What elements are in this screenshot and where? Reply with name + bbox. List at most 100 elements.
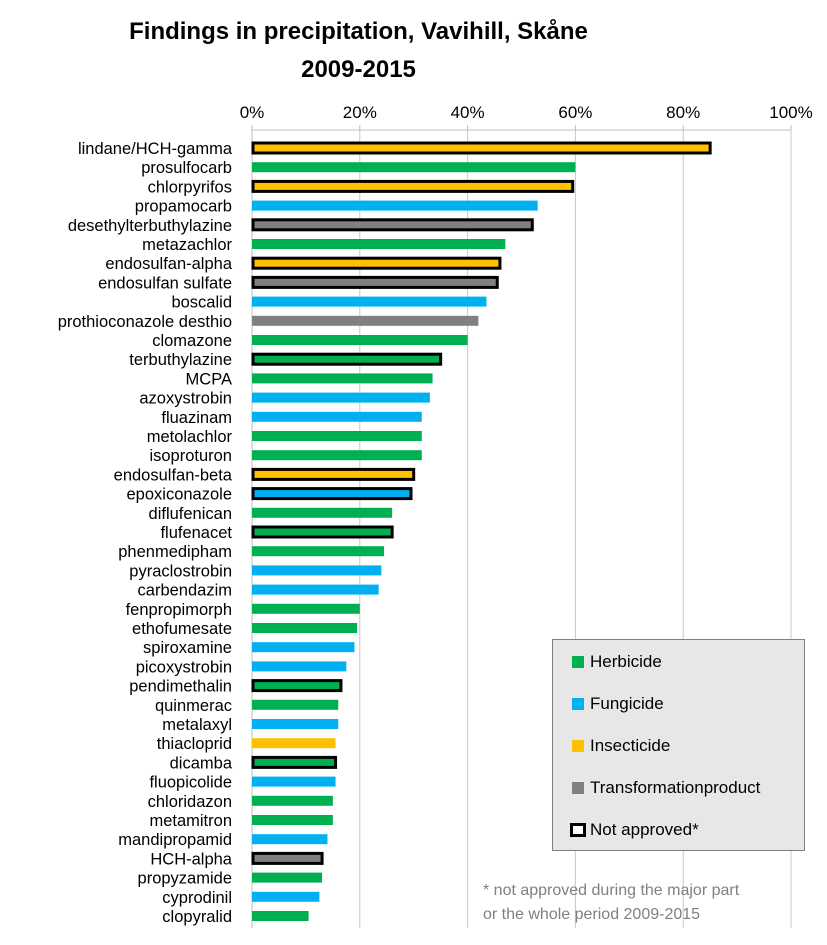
bar-metalaxyl bbox=[252, 719, 339, 729]
category-label: clopyralid bbox=[162, 908, 232, 926]
bar-mandipropamid bbox=[252, 834, 328, 845]
category-label: flufenacet bbox=[160, 524, 232, 542]
legend-label-fungicide: Fungicide bbox=[590, 694, 664, 713]
bar-lindane-hch-gamma bbox=[251, 141, 712, 155]
bar-phenmedipham bbox=[252, 546, 385, 557]
category-label: fluopicolide bbox=[149, 774, 232, 792]
category-label: chloridazon bbox=[148, 793, 232, 811]
bar-quinmerac bbox=[252, 699, 339, 710]
bar-fenpropimorph bbox=[252, 603, 360, 614]
legend-label-transformationproduct: Transformationproduct bbox=[590, 778, 761, 797]
category-label: quinmerac bbox=[155, 697, 232, 715]
category-label: desethylterbuthylazine bbox=[68, 217, 232, 235]
category-label: endosulfan-alpha bbox=[105, 255, 232, 273]
category-label: cyprodinil bbox=[162, 889, 232, 907]
category-label: azoxystrobin bbox=[139, 390, 232, 408]
category-label: terbuthylazine bbox=[129, 351, 232, 369]
bar-metolachlor bbox=[252, 431, 422, 441]
bar-cyprodinil bbox=[252, 891, 320, 902]
bar-hch-alpha bbox=[251, 851, 324, 865]
category-label: MCPA bbox=[186, 370, 232, 388]
footnote: * not approved during the major part or … bbox=[483, 879, 739, 927]
bar-flufenacet bbox=[251, 525, 394, 539]
category-label: carbendazim bbox=[138, 582, 232, 600]
category-label: mandipropamid bbox=[118, 831, 232, 849]
category-label: pendimethalin bbox=[129, 678, 232, 696]
bar-pyraclostrobin bbox=[252, 565, 382, 576]
bar-mcpa bbox=[252, 373, 433, 384]
category-label: propamocarb bbox=[135, 198, 232, 216]
bar-endosulfan-sulfate bbox=[251, 275, 499, 289]
bar-epoxiconazole bbox=[251, 487, 413, 501]
bar-chlorpyrifos bbox=[251, 179, 575, 193]
legend-label-insecticide: Insecticide bbox=[590, 736, 671, 755]
x-tick-label-1: 20% bbox=[343, 103, 377, 122]
legend-swatch-herbicide bbox=[572, 656, 584, 668]
bar-clomazone bbox=[252, 335, 468, 345]
legend-item-transformationproduct: Transformationproduct bbox=[572, 777, 760, 799]
category-label: prosulfocarb bbox=[141, 159, 232, 177]
footnote-line-2: or the whole period 2009-2015 bbox=[483, 906, 701, 923]
category-label: clomazone bbox=[152, 332, 232, 350]
bar-propyzamide bbox=[252, 872, 323, 883]
category-label: propyzamide bbox=[138, 870, 232, 888]
category-label: spiroxamine bbox=[143, 639, 232, 657]
x-tick-label-2: 40% bbox=[451, 103, 485, 122]
legend-label-herbicide: Herbicide bbox=[590, 652, 662, 671]
category-label: endosulfan sulfate bbox=[98, 274, 232, 292]
category-label: epoxiconazole bbox=[127, 486, 233, 504]
category-label: fenpropimorph bbox=[126, 601, 232, 619]
bar-pendimethalin bbox=[251, 679, 343, 693]
bar-endosulfan-beta bbox=[251, 467, 416, 481]
legend-item-fungicide: Fungicide bbox=[572, 693, 664, 715]
category-label: metalaxyl bbox=[162, 716, 232, 734]
category-label: metamitron bbox=[149, 812, 232, 830]
footnote-line-1: * not approved during the major part bbox=[483, 882, 740, 899]
category-label: thiacloprid bbox=[157, 735, 232, 753]
bar-spiroxamine bbox=[252, 642, 355, 653]
chart-subtitle: 2009-2015 bbox=[301, 56, 416, 83]
x-tick-label-5: 100% bbox=[769, 103, 812, 122]
bar-thiacloprid bbox=[252, 738, 336, 749]
bar-fluopicolide bbox=[252, 776, 336, 787]
bar-metazachlor bbox=[252, 239, 506, 249]
legend-label-not-approved: Not approved* bbox=[590, 820, 699, 839]
category-label: HCH-alpha bbox=[150, 850, 232, 868]
bar-chloridazon bbox=[252, 795, 333, 806]
category-label: chlorpyrifos bbox=[148, 178, 232, 196]
legend-swatch-not-approved bbox=[570, 823, 586, 837]
category-label: pyraclostrobin bbox=[129, 562, 232, 580]
x-tick-label-3: 60% bbox=[558, 103, 592, 122]
legend-item-insecticide: Insecticide bbox=[572, 735, 670, 757]
bar-prothioconazole-desthio bbox=[252, 315, 479, 326]
legend-swatch-insecticide bbox=[572, 740, 584, 752]
bar-endosulfan-alpha bbox=[251, 256, 502, 270]
category-label: dicamba bbox=[170, 754, 233, 772]
x-tick-label-4: 80% bbox=[666, 103, 700, 122]
chart-legend: Herbicide Fungicide Insecticide Transfor… bbox=[552, 639, 805, 851]
bar-ethofumesate bbox=[252, 623, 358, 633]
category-label: picoxystrobin bbox=[136, 658, 232, 676]
legend-item-herbicide: Herbicide bbox=[572, 651, 662, 673]
bar-boscalid bbox=[252, 296, 487, 307]
category-label: endosulfan-beta bbox=[114, 466, 233, 484]
bar-clopyralid bbox=[252, 911, 309, 921]
bar-dicamba bbox=[251, 755, 338, 769]
bar-prosulfocarb bbox=[252, 162, 576, 173]
bar-metamitron bbox=[252, 815, 333, 825]
x-tick-label-0: 0% bbox=[240, 103, 265, 122]
category-label: phenmedipham bbox=[118, 543, 232, 561]
bar-carbendazim bbox=[252, 584, 379, 595]
category-label: diflufenican bbox=[149, 505, 232, 523]
bar-isoproturon bbox=[252, 450, 422, 461]
legend-swatch-fungicide bbox=[572, 698, 584, 710]
bar-fluazinam bbox=[252, 411, 422, 422]
category-label: ethofumesate bbox=[132, 620, 232, 638]
category-label: boscalid bbox=[171, 294, 232, 312]
bar-diflufenican bbox=[252, 507, 393, 518]
category-label: lindane/HCH-gamma bbox=[78, 140, 233, 158]
legend-swatch-transformationproduct bbox=[572, 782, 584, 794]
category-label: metolachlor bbox=[147, 428, 233, 446]
legend-item-not-approved: Not approved* bbox=[570, 819, 699, 841]
